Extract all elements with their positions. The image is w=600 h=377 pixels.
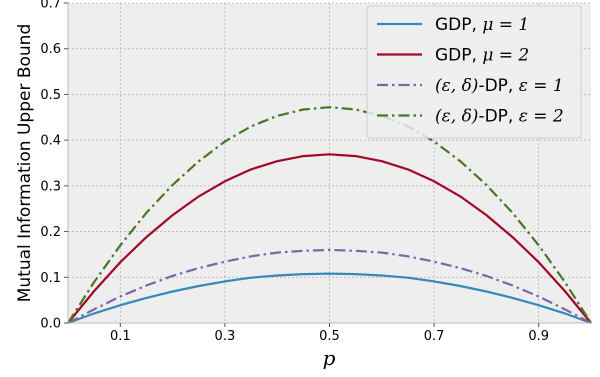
series-line-1 (67, 272, 592, 325)
y-ticks: 0.0 0.1 0.2 0.3 0.4 0.5 0.6 0.7 (40, 0, 68, 332)
series-line-2 (67, 153, 592, 324)
legend-label-prefix: GDP, (435, 46, 482, 66)
legend-box (366, 5, 582, 139)
x-tick-label: 0.7 (424, 329, 445, 344)
series-group (67, 106, 592, 325)
legend-label-prefix: GDP, (435, 15, 482, 35)
y-tick-label: 0.3 (40, 179, 61, 194)
legend-label-math: ε = 2 (519, 107, 564, 127)
x-tick-label: 0.9 (528, 329, 549, 344)
legend-label-2: GDP, μ = 2 (435, 46, 529, 66)
legend-label-prefix: -DP, (478, 76, 518, 96)
legend-label-math: μ = 2 (482, 46, 529, 66)
y-tick-label: 0.4 (40, 134, 61, 149)
legend-label-math: μ = 1 (482, 15, 529, 35)
legend-label-1: GDP, μ = 1 (435, 15, 529, 35)
legend-label-3: (ε, δ)-DP, ε = 1 (435, 76, 564, 96)
legend-label-math-prefix: (ε, δ) (435, 107, 478, 127)
x-axis-label: p (323, 346, 336, 370)
y-tick-label: 0.0 (40, 317, 61, 332)
legend-label-math: ε = 1 (519, 76, 564, 96)
legend-label-math-prefix: (ε, δ) (435, 76, 478, 96)
x-tick-label: 0.5 (319, 329, 340, 344)
x-tick-label: 0.1 (110, 329, 131, 344)
y-tick-label: 0.7 (40, 0, 61, 12)
series-line-4 (67, 106, 592, 324)
legend-label-prefix: -DP, (478, 107, 518, 127)
y-tick-label: 0.1 (40, 271, 61, 286)
y-tick-label: 0.2 (40, 225, 61, 240)
x-tick-label: 0.3 (215, 329, 236, 344)
y-tick-label: 0.5 (40, 88, 61, 103)
legend-label-4: (ε, δ)-DP, ε = 2 (435, 107, 564, 127)
y-tick-label: 0.6 (40, 42, 61, 57)
y-axis-label: Mutual Information Upper Bound (15, 24, 35, 303)
series-line-3 (67, 248, 592, 324)
x-ticks: 0.1 0.3 0.5 0.7 0.9 (110, 323, 549, 344)
